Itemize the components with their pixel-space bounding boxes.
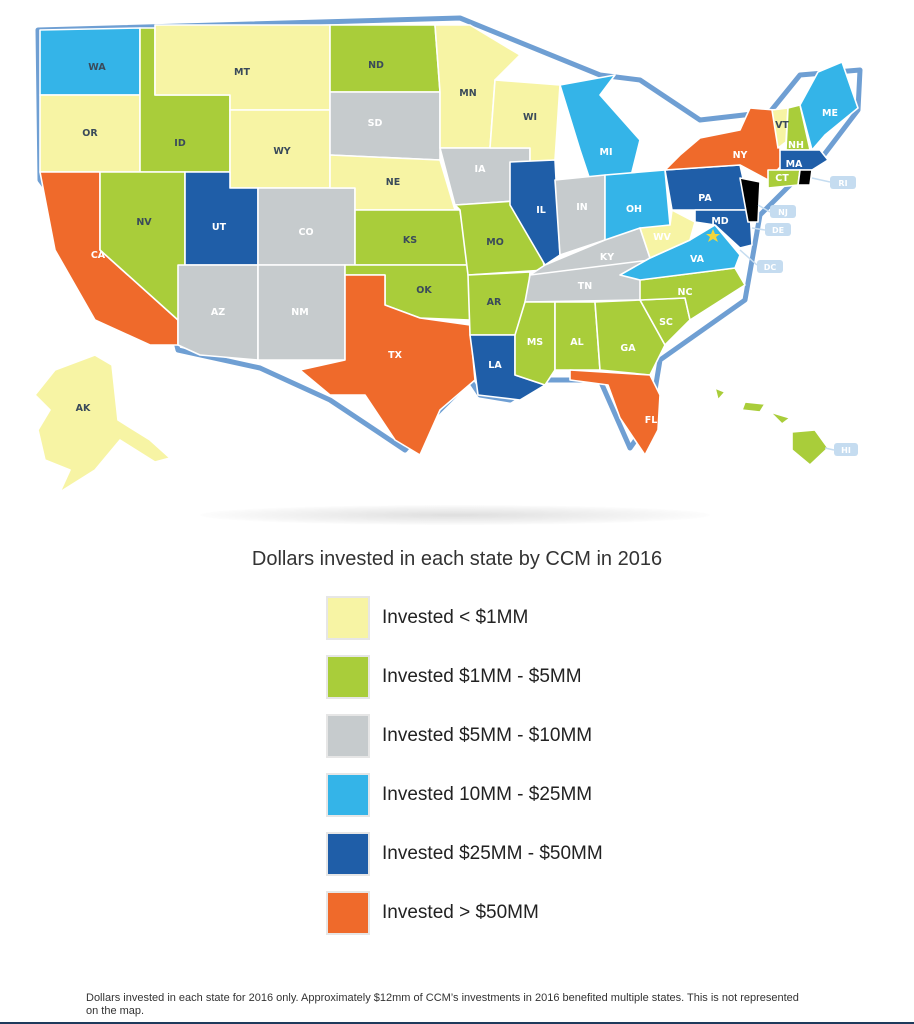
label-ok: OK [416, 285, 432, 296]
legend-swatch [326, 595, 370, 640]
state-ma[interactable] [779, 149, 829, 171]
legend-item-lt1: Invested < $1MM [326, 594, 603, 641]
legend-label: Invested $25MM - $50MM [382, 842, 603, 864]
svg-text:NJ: NJ [778, 208, 788, 217]
label-mo: MO [486, 237, 504, 248]
legend-item-gt50: Invested > $50MM [326, 889, 603, 936]
label-ia: IA [475, 164, 487, 175]
label-ks: KS [403, 235, 417, 246]
label-ms: MS [527, 337, 543, 348]
label-id: ID [174, 138, 186, 149]
legend: Invested < $1MM Invested $1MM - $5MM Inv… [326, 594, 603, 948]
legend-swatch [326, 831, 370, 876]
state-il[interactable] [509, 159, 561, 266]
label-wy: WY [273, 146, 290, 157]
label-mn: MN [459, 88, 476, 99]
callout-nj: NJ [757, 204, 796, 218]
state-sd[interactable] [329, 91, 441, 161]
svg-text:DE: DE [772, 226, 784, 235]
legend-item-10to25: Invested 10MM - $25MM [326, 771, 603, 818]
state-mi[interactable] [559, 74, 641, 181]
label-ak: AK [76, 403, 91, 414]
state-nd[interactable] [329, 24, 441, 93]
label-az: AZ [211, 307, 225, 318]
label-ne: NE [386, 177, 400, 188]
legend-swatch [326, 890, 370, 935]
label-ca: CA [91, 250, 106, 261]
label-mt: MT [234, 67, 250, 78]
label-tn: TN [578, 281, 592, 292]
legend-swatch [326, 713, 370, 758]
label-la: LA [488, 360, 502, 371]
us-map: RI NJ DE DC HI WA OR CA ID NV MT WY UT A… [34, 15, 863, 493]
md-star-icon [706, 229, 720, 242]
state-nj[interactable] [739, 177, 761, 223]
legend-label: Invested $1MM - $5MM [382, 665, 582, 687]
label-wi: WI [523, 112, 537, 123]
label-in: IN [576, 202, 588, 213]
us-map-svg: RI NJ DE DC HI WA OR CA ID NV MT WY UT A… [34, 15, 863, 493]
label-sd: SD [368, 118, 383, 129]
state-ri[interactable] [797, 169, 813, 186]
svg-text:RI: RI [838, 179, 847, 188]
svg-text:DC: DC [764, 263, 777, 272]
label-md: MD [711, 216, 728, 227]
label-vt: VT [775, 120, 789, 131]
label-al: AL [570, 337, 583, 348]
callout-de: DE [751, 223, 791, 236]
label-nd: ND [368, 60, 384, 71]
label-ny: NY [733, 150, 748, 161]
label-wa: WA [88, 62, 106, 73]
legend-label: Invested < $1MM [382, 606, 529, 628]
state-hi[interactable] [714, 387, 829, 466]
label-il: IL [536, 205, 546, 216]
state-ak[interactable] [34, 354, 171, 493]
label-nh: NH [788, 140, 804, 151]
legend-swatch [326, 654, 370, 699]
legend-label: Invested > $50MM [382, 901, 539, 923]
svg-text:HI: HI [841, 446, 851, 455]
state-tx[interactable] [299, 274, 476, 456]
label-ma: MA [786, 159, 803, 170]
label-fl: FL [645, 415, 658, 426]
label-ct: CT [775, 173, 789, 184]
bottom-rule [0, 1022, 914, 1024]
state-al[interactable] [554, 301, 601, 371]
label-pa: PA [698, 193, 712, 204]
legend-label: Invested $5MM - $10MM [382, 724, 593, 746]
label-ky: KY [600, 252, 614, 263]
map-shadow [200, 505, 710, 525]
label-me: ME [822, 108, 838, 119]
label-nm: NM [291, 307, 308, 318]
label-sc: SC [659, 317, 673, 328]
label-oh: OH [626, 204, 642, 215]
legend-title: Dollars invested in each state by CCM in… [251, 548, 663, 570]
callout-hi: HI [824, 443, 858, 456]
state-ga[interactable] [594, 299, 666, 376]
label-va: VA [690, 254, 705, 265]
label-nc: NC [678, 287, 693, 298]
label-tx: TX [388, 350, 402, 361]
footnote: Dollars invested in each state for 2016 … [86, 992, 799, 1017]
legend-label: Invested 10MM - $25MM [382, 783, 593, 805]
state-fl[interactable] [569, 369, 661, 456]
legend-item-1to5: Invested $1MM - $5MM [326, 653, 603, 700]
legend-item-5to10: Invested $5MM - $10MM [326, 712, 603, 759]
legend-item-25to50: Invested $25MM - $50MM [326, 830, 603, 877]
label-ut: UT [212, 222, 227, 233]
label-ar: AR [487, 297, 502, 308]
label-ga: GA [620, 343, 636, 354]
label-nv: NV [136, 217, 152, 228]
legend-swatch [326, 772, 370, 817]
label-or: OR [82, 128, 98, 139]
label-co: CO [298, 227, 313, 238]
label-wv: WV [653, 232, 671, 243]
label-mi: MI [600, 147, 613, 158]
callout-ri: RI [811, 176, 856, 189]
callout-dc: DC [739, 249, 783, 273]
